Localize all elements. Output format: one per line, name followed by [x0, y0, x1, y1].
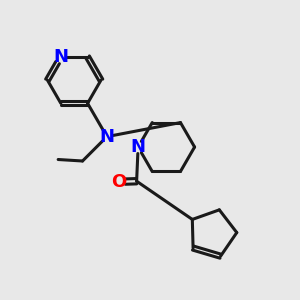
Text: O: O	[111, 173, 126, 191]
Text: N: N	[99, 128, 114, 146]
Text: N: N	[130, 138, 146, 156]
Text: N: N	[53, 48, 68, 66]
